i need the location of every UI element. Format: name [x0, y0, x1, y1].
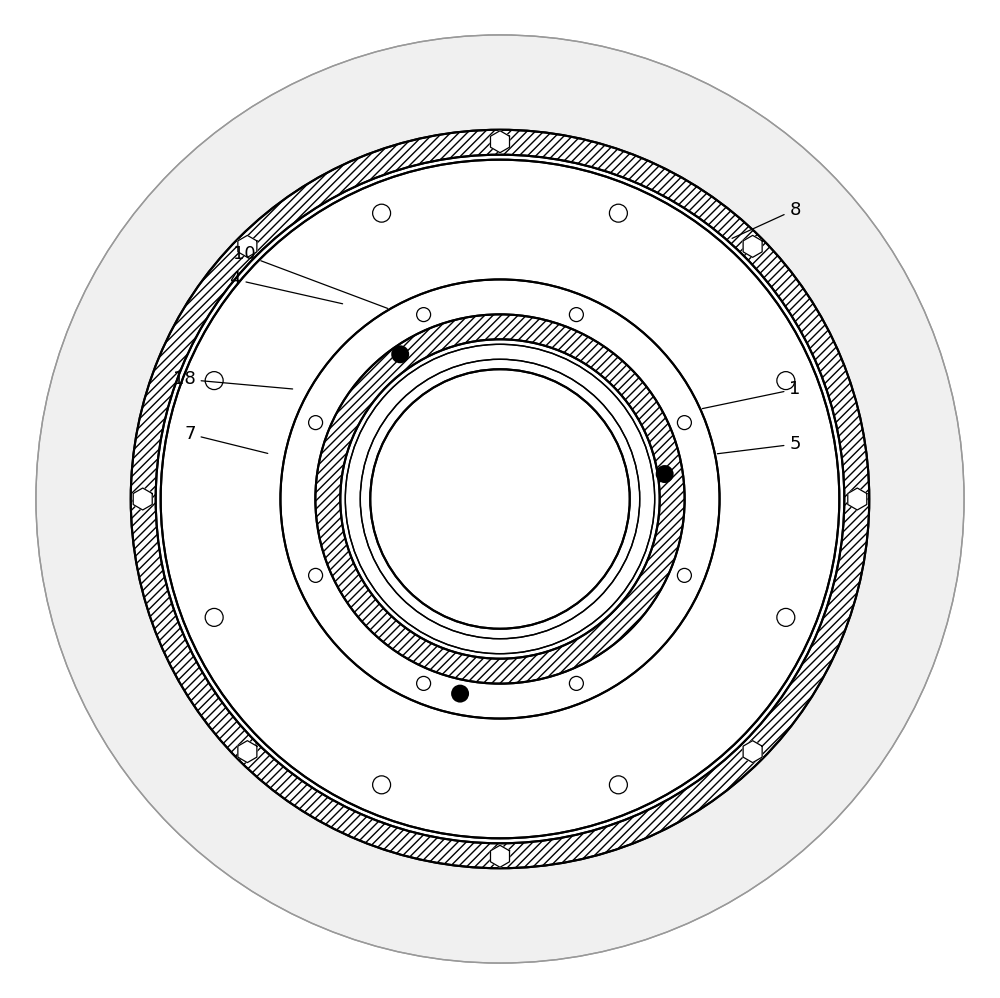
Circle shape: [205, 609, 223, 627]
Polygon shape: [238, 236, 257, 257]
Polygon shape: [238, 741, 257, 762]
Circle shape: [677, 569, 691, 583]
Polygon shape: [848, 488, 867, 510]
Circle shape: [205, 371, 223, 389]
Circle shape: [161, 160, 839, 838]
Circle shape: [677, 415, 691, 429]
Polygon shape: [743, 236, 762, 257]
Circle shape: [569, 677, 583, 691]
Circle shape: [609, 205, 627, 223]
Circle shape: [391, 345, 409, 363]
Circle shape: [451, 685, 469, 703]
Polygon shape: [133, 488, 152, 510]
Circle shape: [360, 359, 640, 639]
Circle shape: [309, 415, 323, 429]
Polygon shape: [490, 845, 510, 867]
Circle shape: [569, 307, 583, 321]
Polygon shape: [490, 131, 510, 153]
Text: 4: 4: [229, 270, 343, 303]
Text: 8: 8: [732, 201, 801, 239]
Circle shape: [370, 369, 630, 629]
Text: 18: 18: [173, 370, 293, 389]
Circle shape: [280, 279, 720, 719]
Text: 10: 10: [233, 246, 388, 308]
Circle shape: [656, 465, 674, 483]
Text: 5: 5: [717, 435, 801, 454]
Polygon shape: [743, 741, 762, 762]
Circle shape: [417, 307, 431, 321]
Circle shape: [345, 344, 655, 654]
Circle shape: [777, 609, 795, 627]
Circle shape: [373, 775, 391, 793]
Circle shape: [373, 205, 391, 223]
Circle shape: [309, 569, 323, 583]
Circle shape: [36, 35, 964, 963]
Circle shape: [777, 371, 795, 389]
Circle shape: [131, 130, 869, 868]
Text: 1: 1: [702, 380, 801, 408]
Circle shape: [417, 677, 431, 691]
Circle shape: [131, 130, 869, 868]
Text: 7: 7: [184, 425, 268, 453]
Circle shape: [315, 314, 685, 684]
Circle shape: [609, 775, 627, 793]
